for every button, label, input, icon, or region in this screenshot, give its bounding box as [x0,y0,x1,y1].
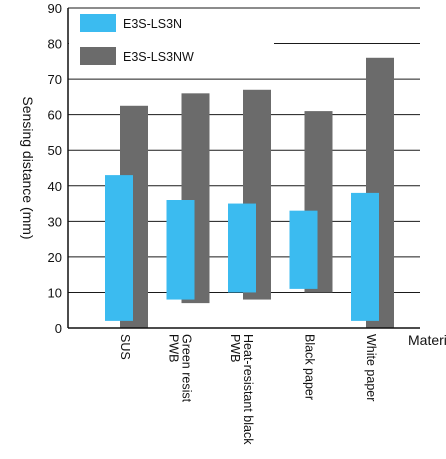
category-label: SUS [118,334,132,360]
category-label-line: White paper [364,334,378,401]
y-tick-label: 30 [48,214,62,229]
bar-e3s-ls3n [166,200,195,300]
y-tick-label: 70 [48,72,62,87]
legend: E3S-LS3N E3S-LS3NW [69,11,274,75]
category-label: Green resistPWB [167,334,194,403]
y-tick-label: 50 [48,143,62,158]
y-tick-labels: 0 10 20 30 40 50 60 70 80 90 [48,1,62,336]
category-label: White paper [364,334,378,401]
bar-e3s-ls3n [105,175,133,321]
category-labels: SUS Green resistPWB Heat-resistant blackPW… [118,334,378,445]
y-tick-label: 90 [48,1,62,16]
y-tick-label: 60 [48,108,62,123]
y-tick-label: 10 [48,285,62,300]
y-tick-label: 80 [48,37,62,52]
category-label: Black paper [303,334,317,400]
y-tick-label: 40 [48,179,62,194]
legend-label: E3S-LS3NW [123,50,194,64]
bar-e3s-ls3n [228,203,256,293]
category-label-line: Heat-resistant black [241,334,255,445]
y-axis-title: Sensing distance (mm) [20,96,36,239]
bars-layer [105,57,394,329]
bar-e3s-ls3n [351,192,379,321]
y-tick-label: 0 [55,321,62,336]
category-label-line: PWB [167,334,181,362]
category-label-line: Black paper [303,334,317,400]
bar-e3s-ls3n [289,210,318,289]
y-tick-label: 20 [48,250,62,265]
category-label-line: PWB [228,334,242,362]
x-axis-title: Material [408,332,446,348]
category-label-line: Green resist [180,334,194,403]
axes-layer [67,8,420,329]
legend-swatch [80,14,116,32]
legend-swatch [80,47,116,65]
legend-label: E3S-LS3N [123,17,182,31]
category-label: Heat-resistant blackPWB [228,334,255,445]
category-label-line: SUS [118,334,132,360]
